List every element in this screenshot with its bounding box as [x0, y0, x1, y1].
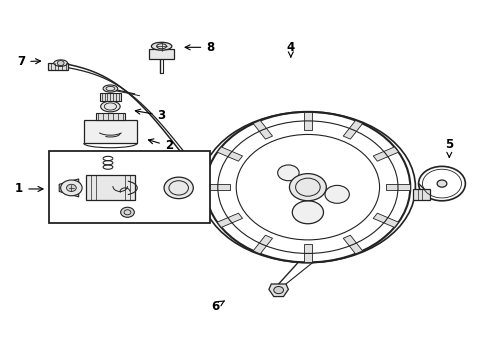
Text: 8: 8: [185, 41, 214, 54]
Polygon shape: [385, 184, 409, 190]
Ellipse shape: [200, 112, 415, 262]
Text: 5: 5: [444, 138, 452, 157]
Polygon shape: [372, 213, 398, 228]
Circle shape: [57, 60, 64, 66]
Bar: [48, 63, 68, 70]
Circle shape: [273, 287, 283, 294]
Text: 1: 1: [15, 183, 43, 195]
Text: 6: 6: [211, 300, 224, 313]
Text: 7: 7: [17, 55, 41, 68]
Circle shape: [61, 180, 82, 196]
Bar: [412, 189, 429, 200]
Ellipse shape: [163, 177, 193, 199]
Bar: [149, 49, 173, 59]
Polygon shape: [268, 284, 288, 297]
Polygon shape: [343, 121, 362, 139]
Ellipse shape: [151, 42, 171, 50]
Circle shape: [277, 165, 299, 181]
Polygon shape: [59, 179, 79, 197]
Polygon shape: [253, 235, 272, 254]
Bar: [96, 113, 125, 120]
Ellipse shape: [101, 101, 120, 112]
Ellipse shape: [54, 60, 67, 66]
Circle shape: [292, 201, 323, 224]
Circle shape: [436, 180, 446, 187]
Polygon shape: [303, 112, 311, 130]
Circle shape: [66, 184, 76, 192]
Polygon shape: [217, 147, 242, 161]
Text: 2: 2: [148, 139, 173, 152]
Bar: [100, 93, 121, 101]
Ellipse shape: [289, 174, 325, 201]
Text: 3: 3: [135, 109, 165, 122]
Bar: [49, 151, 210, 223]
Bar: [86, 175, 135, 201]
Circle shape: [325, 185, 348, 203]
Circle shape: [121, 207, 134, 217]
Ellipse shape: [236, 134, 379, 240]
Circle shape: [418, 166, 465, 201]
Polygon shape: [303, 244, 311, 262]
Polygon shape: [372, 147, 398, 161]
Polygon shape: [217, 213, 242, 228]
Text: 4: 4: [286, 41, 294, 57]
Polygon shape: [253, 121, 272, 139]
Polygon shape: [343, 235, 362, 254]
Bar: [83, 120, 137, 143]
Polygon shape: [205, 184, 229, 190]
Ellipse shape: [103, 85, 118, 92]
